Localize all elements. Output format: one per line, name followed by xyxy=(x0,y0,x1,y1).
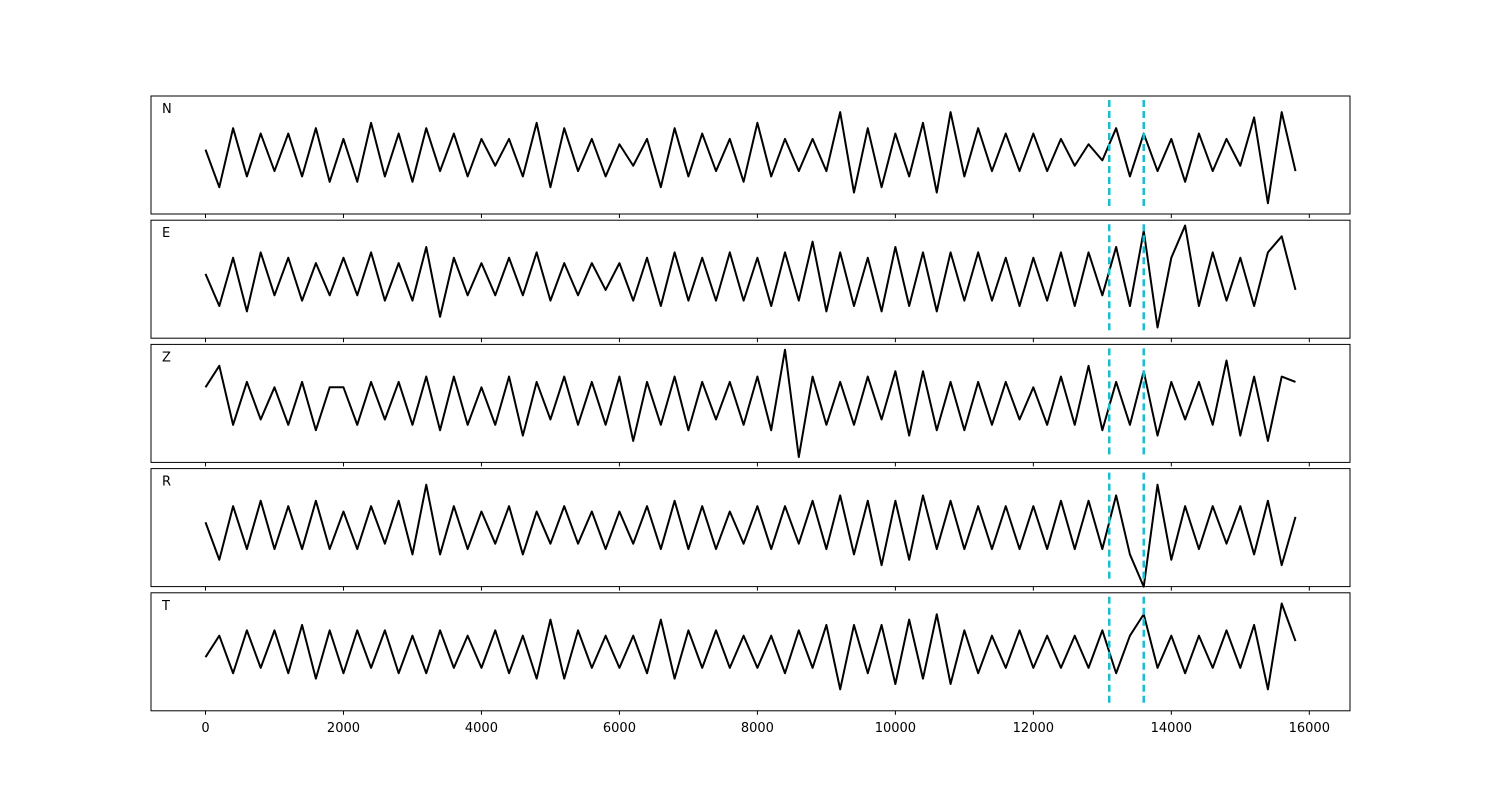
x-tick-label: 10000 xyxy=(875,721,916,736)
x-tick-label: 2000 xyxy=(327,721,360,736)
panel-label: T xyxy=(161,599,170,614)
x-tick-label: 8000 xyxy=(741,721,774,736)
waveform xyxy=(204,348,1296,459)
x-tick-label: 6000 xyxy=(603,721,636,736)
panel-label: Z xyxy=(162,350,171,365)
x-tick-label: 14000 xyxy=(1151,721,1192,736)
waveform xyxy=(204,483,1297,588)
panel-label: R xyxy=(162,475,171,490)
x-tick-label: 4000 xyxy=(465,721,498,736)
x-tick-label: 12000 xyxy=(1013,721,1054,736)
panel-label: N xyxy=(162,102,172,117)
waveform xyxy=(204,111,1297,205)
panel-label: E xyxy=(162,226,170,241)
waveform xyxy=(204,224,1297,329)
waveform xyxy=(204,602,1297,691)
x-tick-label: 16000 xyxy=(1289,721,1330,736)
x-tick-label: 0 xyxy=(201,721,209,736)
